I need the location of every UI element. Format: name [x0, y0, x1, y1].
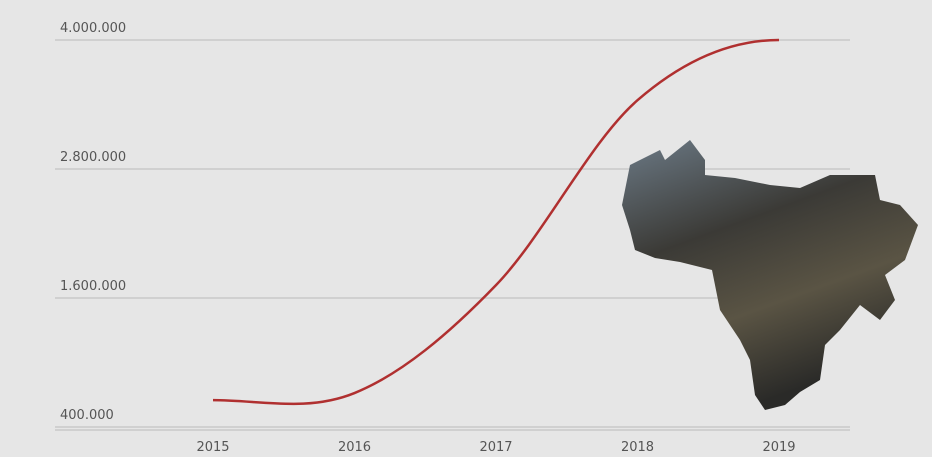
x-tick-label: 2015 — [196, 440, 229, 455]
x-tick-label: 2016 — [338, 440, 371, 455]
y-tick-label: 2.800.000 — [60, 150, 126, 165]
y-tick-label: 4.000.000 — [60, 21, 126, 36]
photo-map — [622, 140, 918, 410]
x-tick-label: 2017 — [479, 440, 512, 455]
x-tick-label: 2019 — [762, 440, 795, 455]
x-tick-label: 2018 — [621, 440, 654, 455]
y-tick-label: 400.000 — [60, 408, 114, 423]
line-series — [212, 38, 780, 406]
y-tick-label: 1.600.000 — [60, 279, 126, 294]
